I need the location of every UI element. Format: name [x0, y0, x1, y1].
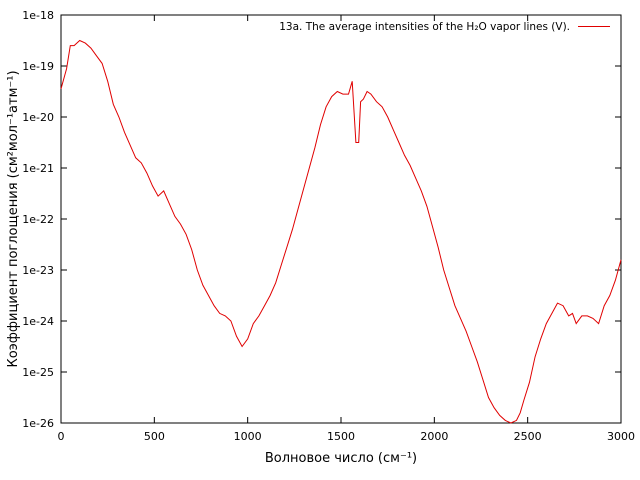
legend-label: 13a. The average intensities of the H₂O … [279, 21, 570, 33]
y-tick-label: 1e-20 [22, 111, 54, 124]
y-tick-label: 1e-18 [22, 9, 54, 22]
x-tick-label: 3000 [607, 430, 635, 443]
x-tick-label: 1500 [327, 430, 355, 443]
legend: 13a. The average intensities of the H₂O … [279, 21, 610, 33]
x-tick-label: 2000 [420, 430, 448, 443]
y-axis-ticks: 1e-18 1e-19 1e-20 1e-21 1e-22 1e-23 1e-24 1e-25… [22, 9, 621, 430]
y-tick-label: 1e-23 [22, 264, 54, 277]
plot-frame [60, 14, 622, 424]
y-tick-label: 1e-19 [22, 60, 54, 73]
x-tick-label: 500 [144, 430, 165, 443]
y-tick-label: 1e-25 [22, 366, 54, 379]
x-tick-label: 2500 [514, 430, 542, 443]
y-tick-label: 1e-26 [22, 417, 54, 430]
y-tick-label: 1e-22 [22, 213, 54, 226]
x-axis-ticks: 0 500 1000 1500 2000 2500 3000 [58, 15, 635, 443]
y-tick-label: 1e-21 [22, 162, 54, 175]
x-tick-label: 1000 [234, 430, 262, 443]
y-axis-title: Коэффициент поглощения (см²мол⁻¹атм⁻¹) [6, 70, 21, 367]
x-axis-title: Волновое число (см⁻¹) [265, 451, 417, 466]
x-tick-label: 0 [58, 430, 65, 443]
series-line [60, 39, 622, 424]
y-tick-label: 1e-24 [22, 315, 54, 328]
